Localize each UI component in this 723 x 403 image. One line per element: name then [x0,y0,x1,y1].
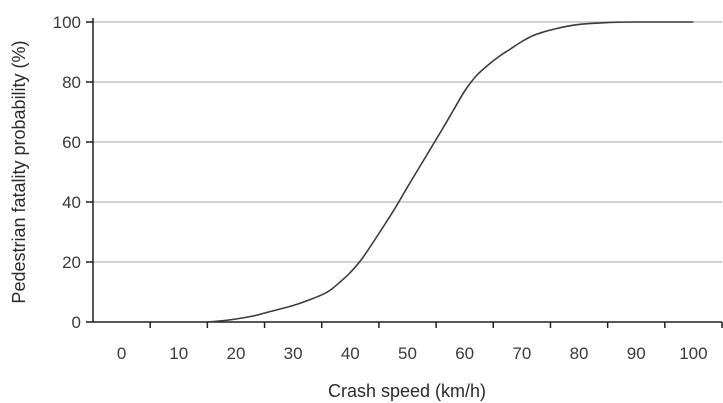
data-point-0-14 [424,158,426,160]
data-point-0-32 [693,21,695,23]
data-point-0-19 [487,65,489,67]
y-tick-label-40: 40 [62,193,81,212]
x-tick-label-30: 30 [284,344,303,363]
data-point-0-6 [310,299,312,301]
y-tick-label-100: 100 [53,13,81,32]
data-point-0-0 [207,321,209,323]
x-tick-label-20: 20 [226,344,245,363]
data-point-0-30 [635,21,637,23]
data-point-0-3 [252,315,254,317]
x-tick-label-10: 10 [169,344,188,363]
data-point-0-7 [327,291,329,293]
data-point-0-2 [235,318,237,320]
x-tick-label-0: 0 [117,344,126,363]
data-point-0-26 [567,25,569,27]
x-tick-label-100: 100 [679,344,707,363]
x-tick-label-80: 80 [570,344,589,363]
series-line-0 [207,21,694,323]
data-point-0-10 [361,258,363,260]
x-tick-label-60: 60 [455,344,474,363]
y-axis-title: Pedestrian fatality probability (%) [9,40,29,303]
data-point-0-18 [475,75,477,77]
data-point-0-16 [452,110,454,112]
data-point-0-15 [441,129,443,131]
gridlines [93,21,722,263]
data-point-0-17 [464,90,466,92]
x-tick-label-40: 40 [341,344,360,363]
x-tick-label-70: 70 [512,344,531,363]
data-point-0-8 [338,282,340,284]
y-tick-label-0: 0 [72,313,81,332]
data-point-0-11 [378,233,380,235]
data-point-0-29 [613,22,615,24]
data-point-0-9 [350,272,352,274]
y-tick-label-20: 20 [62,253,81,272]
data-point-0-1 [224,320,226,322]
data-point-0-13 [407,186,409,188]
data-point-0-5 [292,305,294,307]
y-tick-label-60: 60 [62,133,81,152]
data-series [207,21,695,323]
axes [86,18,723,328]
data-point-0-23 [533,35,535,37]
data-point-0-24 [544,31,546,33]
data-point-0-22 [521,41,523,43]
data-point-0-27 [578,24,580,26]
y-tick-label-80: 80 [62,73,81,92]
x-axis-title: Crash speed (km/h) [328,381,486,401]
data-point-0-20 [498,56,500,58]
data-point-0-12 [395,206,397,208]
data-point-0-31 [664,21,666,23]
data-point-0-21 [510,48,512,50]
data-point-0-25 [555,28,557,30]
x-tick-label-50: 50 [398,344,417,363]
tick-labels: 0 20 40 60 80 100 0 10 20 30 40 50 60 70 80 90 100 [53,13,708,363]
data-point-0-28 [595,22,597,24]
x-tick-label-90: 90 [627,344,646,363]
data-point-0-4 [270,311,272,313]
